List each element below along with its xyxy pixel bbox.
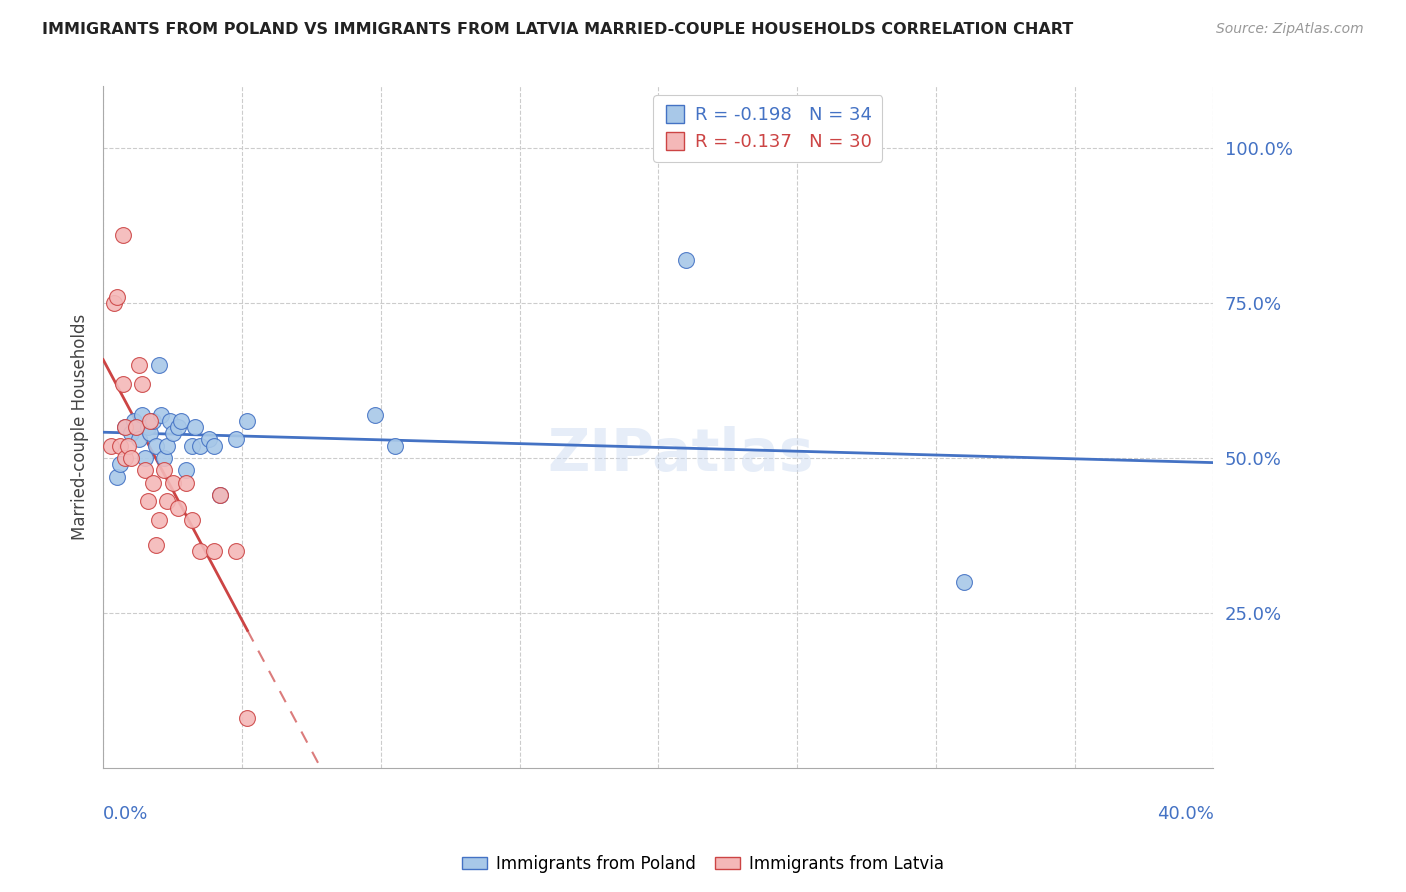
Point: [202, 544, 225, 558]
Point: [167, 420, 190, 434]
Point: [236, 711, 259, 725]
Point: [148, 358, 170, 372]
Point: [167, 500, 190, 515]
Point: [952, 574, 974, 589]
Point: [136, 420, 159, 434]
Point: [105, 469, 128, 483]
Point: [117, 439, 139, 453]
Text: Source: ZipAtlas.com: Source: ZipAtlas.com: [1216, 22, 1364, 37]
Point: [197, 433, 219, 447]
Point: [128, 358, 150, 372]
Y-axis label: Married-couple Households: Married-couple Households: [72, 314, 89, 541]
Text: IMMIGRANTS FROM POLAND VS IMMIGRANTS FROM LATVIA MARRIED-COUPLE HOUSEHOLDS CORRE: IMMIGRANTS FROM POLAND VS IMMIGRANTS FRO…: [42, 22, 1073, 37]
Point: [148, 513, 170, 527]
Point: [208, 488, 231, 502]
Point: [134, 463, 156, 477]
Point: [120, 426, 142, 441]
Point: [125, 420, 148, 434]
Point: [145, 439, 167, 453]
Point: [100, 439, 122, 453]
Point: [145, 538, 167, 552]
Point: [176, 475, 198, 490]
Point: [136, 494, 159, 508]
Text: ZIPatlas: ZIPatlas: [547, 425, 814, 483]
Point: [184, 420, 207, 434]
Point: [156, 439, 179, 453]
Point: [139, 426, 162, 441]
Point: [120, 450, 142, 465]
Point: [181, 513, 204, 527]
Point: [139, 414, 162, 428]
Point: [103, 296, 125, 310]
Point: [134, 450, 156, 465]
Point: [128, 433, 150, 447]
Point: [675, 252, 697, 267]
Text: 40.0%: 40.0%: [1157, 805, 1213, 823]
Point: [131, 408, 153, 422]
Point: [105, 290, 128, 304]
Point: [208, 488, 231, 502]
Point: [114, 420, 136, 434]
Point: [225, 433, 247, 447]
Point: [236, 414, 259, 428]
Point: [181, 439, 204, 453]
Point: [131, 376, 153, 391]
Point: [162, 426, 184, 441]
Point: [156, 494, 179, 508]
Point: [122, 414, 145, 428]
Point: [114, 450, 136, 465]
Point: [188, 439, 211, 453]
Point: [159, 414, 181, 428]
Point: [114, 420, 136, 434]
Point: [153, 450, 176, 465]
Point: [162, 475, 184, 490]
Point: [364, 408, 387, 422]
Point: [384, 439, 406, 453]
Point: [188, 544, 211, 558]
Point: [111, 227, 134, 242]
Point: [142, 475, 165, 490]
Legend: Immigrants from Poland, Immigrants from Latvia: Immigrants from Poland, Immigrants from …: [456, 848, 950, 880]
Point: [170, 414, 193, 428]
Point: [111, 376, 134, 391]
Point: [108, 457, 131, 471]
Point: [176, 463, 198, 477]
Point: [202, 439, 225, 453]
Text: 0.0%: 0.0%: [103, 805, 149, 823]
Point: [125, 420, 148, 434]
Point: [150, 408, 173, 422]
Point: [108, 439, 131, 453]
Point: [225, 544, 247, 558]
Point: [142, 414, 165, 428]
Legend: R = -0.198   N = 34, R = -0.137   N = 30: R = -0.198 N = 34, R = -0.137 N = 30: [652, 95, 883, 162]
Point: [153, 463, 176, 477]
